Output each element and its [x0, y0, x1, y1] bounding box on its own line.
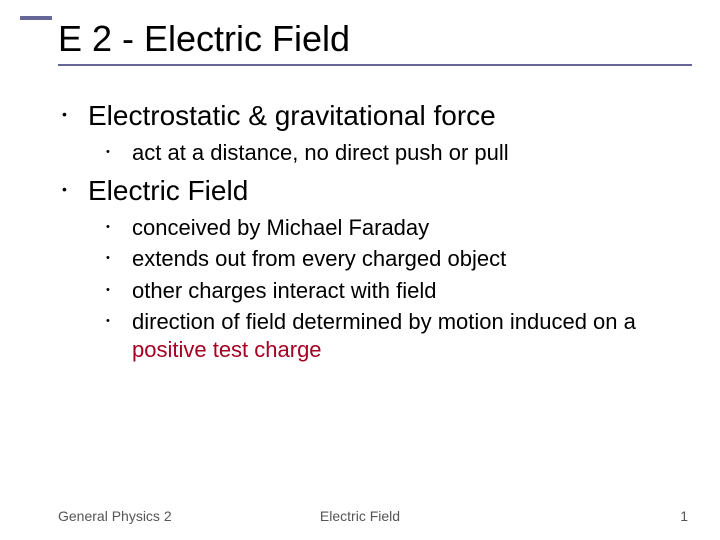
list-item: conceived by Michael Faraday: [88, 214, 690, 242]
list-item-label: Electrostatic & gravitational force: [88, 100, 496, 131]
list-item-label: conceived by Michael Faraday: [132, 215, 429, 240]
footer-center: Electric Field: [0, 508, 720, 524]
slide: E 2 - Electric Field Electrostatic & gra…: [0, 0, 720, 540]
content-area: Electrostatic & gravitational force act …: [62, 98, 690, 369]
title-underline: [58, 64, 692, 66]
list-item-label: direction of field determined by motion …: [132, 309, 636, 334]
list-item: Electric Field conceived by Michael Fara…: [62, 173, 690, 364]
slide-title: E 2 - Electric Field: [58, 18, 350, 60]
list-item: Electrostatic & gravitational force act …: [62, 98, 690, 167]
list-item: act at a distance, no direct push or pul…: [88, 139, 690, 167]
list-item: direction of field determined by motion …: [88, 308, 690, 363]
accent-bar: [20, 16, 52, 20]
list-item-label: other charges interact with field: [132, 278, 437, 303]
list-item-label: act at a distance, no direct push or pul…: [132, 140, 509, 165]
footer-page-number: 1: [680, 508, 688, 524]
list-item: other charges interact with field: [88, 277, 690, 305]
bullet-sublist: act at a distance, no direct push or pul…: [88, 139, 690, 167]
bullet-sublist: conceived by Michael Faraday extends out…: [88, 214, 690, 364]
highlight-text: positive test charge: [132, 337, 322, 362]
list-item: extends out from every charged object: [88, 245, 690, 273]
bullet-list: Electrostatic & gravitational force act …: [62, 98, 690, 363]
list-item-label: Electric Field: [88, 175, 248, 206]
list-item-label: extends out from every charged object: [132, 246, 506, 271]
